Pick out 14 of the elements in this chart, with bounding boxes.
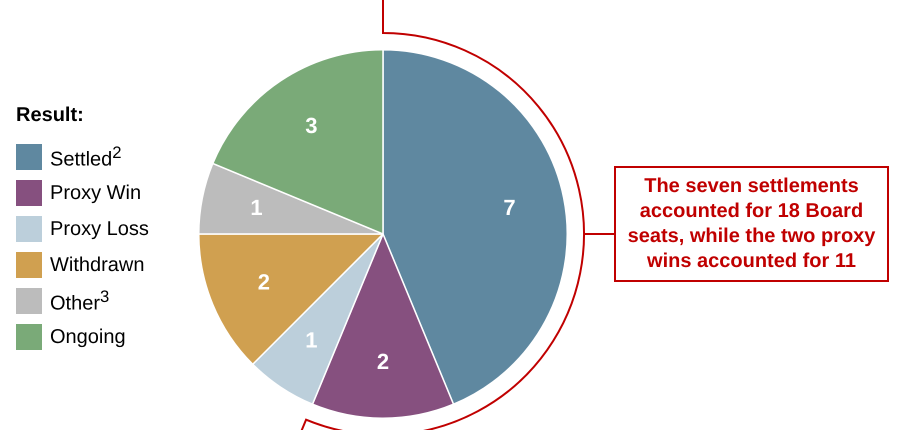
legend-label: Proxy Win bbox=[50, 182, 142, 204]
legend-label: Ongoing bbox=[50, 326, 126, 348]
data-label: 1 bbox=[250, 194, 263, 220]
text: The seven settlements accounted for 18 Board seats, while the two proxy wins accounted for 11 bbox=[614, 166, 889, 282]
data-label: 7 bbox=[503, 194, 516, 220]
legend-label: Withdrawn bbox=[50, 254, 144, 276]
data-label: 3 bbox=[305, 112, 318, 138]
legend-title: Result: bbox=[16, 104, 85, 127]
data-label: 2 bbox=[376, 349, 390, 374]
legend-label: Other$^{3}$ bbox=[50, 286, 110, 316]
data-label: 2 bbox=[258, 269, 270, 294]
legend-label: Settled$^{2}$ bbox=[50, 142, 122, 172]
legend-label: Proxy Loss bbox=[50, 218, 149, 240]
data-label: 1 bbox=[305, 327, 318, 352]
